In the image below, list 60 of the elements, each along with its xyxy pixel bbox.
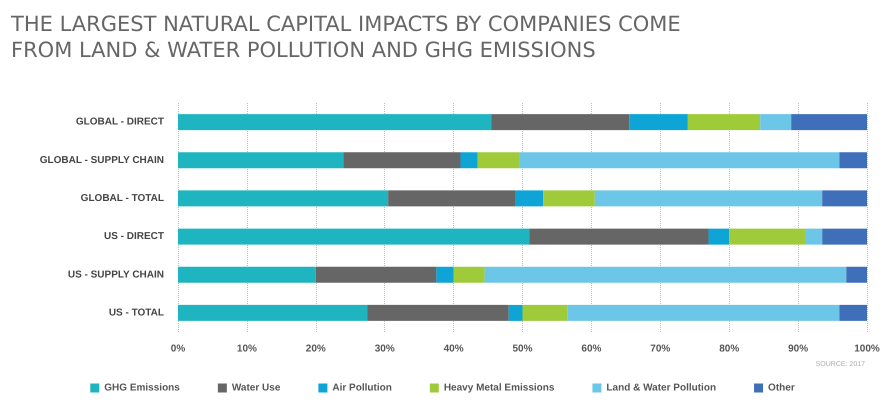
- bar: [178, 152, 344, 168]
- bar: [478, 152, 520, 168]
- bar: [708, 228, 730, 245]
- bar: [454, 266, 485, 283]
- chart-title: THE LARGEST NATURAL CAPITAL IMPACTS BY COMPANIES COME FROM LAND & WATER POLLUTION AND GHG EMISSIONS: [10, 12, 681, 62]
- x-tick-label: 60%: [581, 344, 602, 354]
- bar: [316, 266, 436, 283]
- y-tick-label: GLOBAL - TOTAL: [80, 192, 164, 204]
- x-tick-label: 20%: [306, 344, 326, 354]
- bar: [839, 304, 867, 321]
- bar: [388, 190, 516, 206]
- x-tick-label: 40%: [444, 344, 464, 354]
- x-tick-label: 70%: [650, 344, 670, 354]
- bar: [822, 190, 867, 206]
- x-tick-label: 100%: [854, 344, 880, 354]
- legend-label: Other: [768, 382, 795, 394]
- bar: [543, 190, 595, 206]
- bar: [804, 228, 822, 245]
- bar: [760, 114, 792, 130]
- legend-label: GHG Emissions: [104, 382, 180, 394]
- bar: [688, 114, 760, 130]
- y-tick-label: US - DIRECT: [104, 231, 164, 242]
- y-tick-label: GLOBAL - SUPPLY CHAIN: [40, 154, 164, 166]
- legend-label: Heavy Metal Emissions: [444, 382, 555, 394]
- x-tick-label: 50%: [512, 344, 533, 354]
- bar: [594, 190, 822, 206]
- bar: [436, 266, 454, 283]
- bar: [729, 228, 805, 245]
- bar: [460, 152, 478, 168]
- bar: [178, 228, 530, 245]
- bar: [178, 190, 388, 206]
- bar: [178, 304, 368, 321]
- bar: [846, 266, 867, 283]
- bar: [629, 114, 688, 130]
- x-tick-label: 80%: [719, 344, 740, 354]
- y-tick-label: US - TOTAL: [108, 307, 164, 318]
- bar: [822, 228, 867, 245]
- bar: [567, 304, 840, 321]
- y-tick-label: US - SUPPLY CHAIN: [68, 269, 164, 280]
- legend-label: Air Pollution: [332, 382, 392, 394]
- bar: [178, 114, 492, 130]
- x-tick-label: 10%: [236, 344, 258, 354]
- bar: [791, 114, 867, 130]
- bar: [484, 266, 846, 283]
- bar: [839, 152, 867, 168]
- bar: [491, 114, 630, 130]
- bar: [519, 152, 840, 168]
- bar: [343, 152, 460, 168]
- bar: [178, 266, 316, 283]
- bar: [367, 304, 509, 321]
- bar: [522, 304, 568, 321]
- bar: [516, 190, 544, 206]
- legend-label: Land & Water Pollution: [606, 382, 716, 394]
- x-tick-label: 90%: [788, 344, 808, 354]
- legend-label: Water Use: [232, 382, 281, 394]
- x-tick-label: 0%: [170, 344, 186, 354]
- y-tick-label: GLOBAL - DIRECT: [76, 116, 164, 128]
- x-tick-label: 30%: [374, 344, 395, 354]
- bar: [508, 304, 522, 321]
- bar: [529, 228, 709, 245]
